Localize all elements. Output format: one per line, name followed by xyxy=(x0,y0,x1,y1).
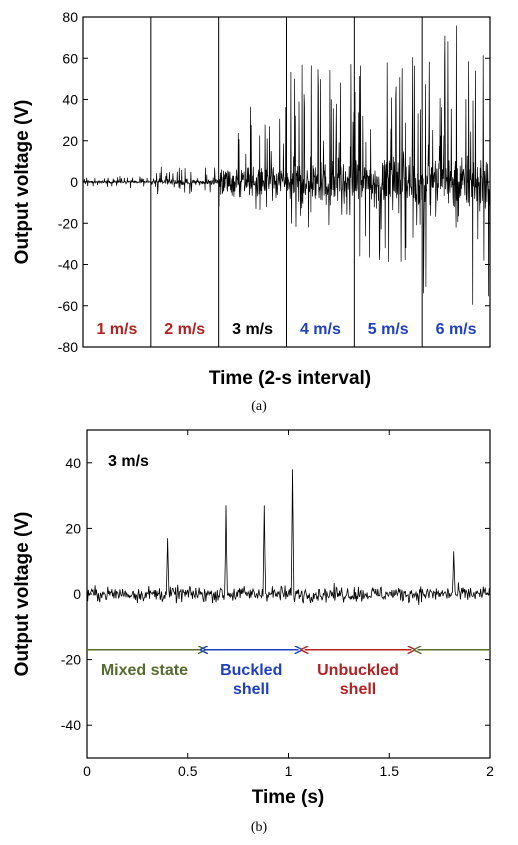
y-tick-label: 0 xyxy=(70,174,78,190)
x-tick-label: 0.5 xyxy=(178,763,198,779)
x-tick-label: 0 xyxy=(83,763,91,779)
region-label: shell xyxy=(233,681,269,698)
segment-label: 3 m/s xyxy=(232,321,273,338)
panel-b: -40 -20 0 20 40 0 0.5 1 1.5 2 3 m/s Mixed state Buck… xyxy=(12,429,494,835)
y-axis-title: Output voltage (V) xyxy=(12,512,33,677)
panel-a: 1 m/s 2 m/s 3 m/s 4 m/s 5 m/s 6 m/s -80 -60 -40 -… xyxy=(12,9,491,414)
y-tick-label: -60 xyxy=(58,298,78,314)
y-tick-label: -20 xyxy=(61,652,81,668)
y-tick-label: 20 xyxy=(62,133,78,149)
y-tick-label: -40 xyxy=(58,257,78,273)
x-tick-label: 1.5 xyxy=(380,763,400,779)
region-label: Mixed state xyxy=(101,662,188,679)
x-axis-title: Time (2-s interval) xyxy=(209,368,371,389)
y-tick-label: 60 xyxy=(62,50,78,66)
y-axis-title: Output voltage (V) xyxy=(12,100,33,265)
segment-label: 2 m/s xyxy=(164,321,205,338)
x-tick-label: 1 xyxy=(285,763,293,779)
x-axis-title: Time (s) xyxy=(252,787,325,808)
series-line xyxy=(86,469,491,605)
y-tick-label: 40 xyxy=(62,92,78,108)
speed-annotation: 3 m/s xyxy=(108,453,149,470)
segment-label: 1 m/s xyxy=(96,321,137,338)
segment-label: 6 m/s xyxy=(436,321,477,338)
y-tick-label: -40 xyxy=(61,717,81,733)
y-tick-label: 20 xyxy=(65,520,81,536)
panel-caption: (b) xyxy=(251,820,268,835)
y-tick-label: 0 xyxy=(73,586,81,602)
y-tick-label: -20 xyxy=(58,215,78,231)
region-label: shell xyxy=(340,681,376,698)
region-label: Buckled xyxy=(220,662,282,679)
segment-label: 4 m/s xyxy=(300,321,341,338)
y-tick-label: 40 xyxy=(65,455,81,471)
segment-label: 5 m/s xyxy=(368,321,409,338)
y-tick-label: 80 xyxy=(62,9,78,25)
region-label: Unbuckled xyxy=(317,662,399,679)
y-tick-label: -80 xyxy=(58,339,78,355)
panel-caption: (a) xyxy=(251,399,267,414)
x-tick-label: 2 xyxy=(486,763,494,779)
